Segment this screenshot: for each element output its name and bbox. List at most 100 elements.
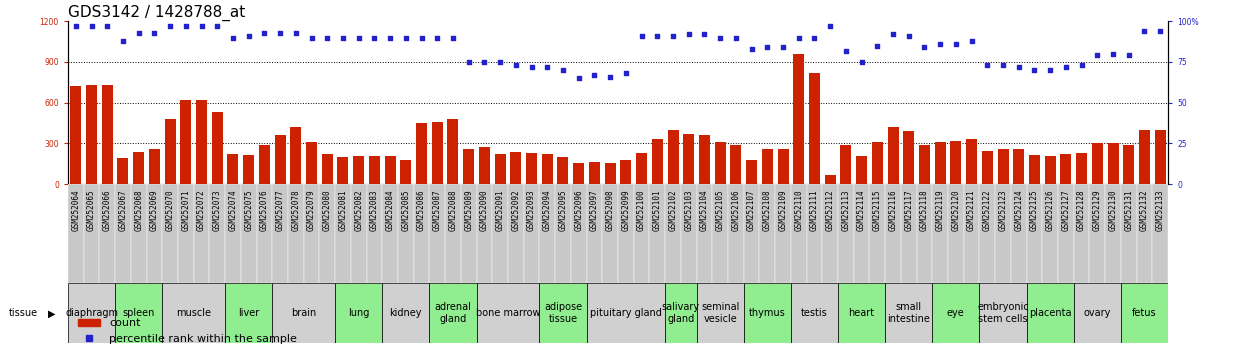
Text: GSM252127: GSM252127: [1062, 189, 1070, 231]
Bar: [620, 160, 632, 184]
Point: [1151, 28, 1170, 34]
Point: [82, 23, 101, 29]
Point: [1041, 67, 1060, 73]
Bar: [1121, 283, 1168, 343]
Point: [554, 67, 574, 73]
FancyBboxPatch shape: [602, 184, 618, 283]
FancyBboxPatch shape: [555, 184, 571, 283]
Point: [506, 62, 525, 68]
Text: GSM252119: GSM252119: [936, 189, 944, 231]
Bar: [70, 86, 82, 184]
Bar: [744, 283, 791, 343]
Bar: [934, 142, 946, 184]
Point: [66, 23, 85, 29]
Bar: [588, 162, 599, 184]
Text: GSM252073: GSM252073: [213, 189, 221, 231]
FancyBboxPatch shape: [225, 184, 241, 283]
FancyBboxPatch shape: [209, 184, 225, 283]
Point: [192, 23, 211, 29]
Bar: [227, 154, 239, 184]
Text: GSM252107: GSM252107: [747, 189, 756, 231]
FancyBboxPatch shape: [272, 184, 288, 283]
Text: GSM252117: GSM252117: [905, 189, 913, 231]
Point: [302, 35, 321, 40]
Point: [1119, 53, 1138, 58]
Text: GSM252081: GSM252081: [339, 189, 347, 231]
FancyBboxPatch shape: [1105, 184, 1121, 283]
Text: seminal
vesicle: seminal vesicle: [701, 302, 739, 324]
Point: [868, 43, 887, 48]
Bar: [950, 141, 962, 184]
Text: GSM252120: GSM252120: [952, 189, 960, 231]
Point: [742, 46, 761, 52]
Point: [475, 59, 494, 65]
Text: GSM252077: GSM252077: [276, 189, 284, 231]
FancyBboxPatch shape: [1121, 184, 1137, 283]
FancyBboxPatch shape: [492, 184, 508, 283]
Point: [412, 35, 431, 40]
Bar: [1107, 143, 1119, 184]
Bar: [429, 283, 477, 343]
Text: GSM252089: GSM252089: [465, 189, 473, 231]
Point: [962, 38, 981, 44]
FancyBboxPatch shape: [587, 184, 602, 283]
Bar: [133, 152, 145, 184]
Text: GSM252100: GSM252100: [637, 189, 646, 231]
Point: [662, 33, 682, 39]
Bar: [211, 112, 222, 184]
Point: [931, 41, 950, 47]
Point: [538, 64, 557, 70]
Text: brain: brain: [290, 308, 316, 318]
Text: GSM252071: GSM252071: [182, 189, 190, 231]
FancyBboxPatch shape: [524, 184, 539, 283]
Point: [695, 32, 714, 37]
Bar: [857, 156, 868, 184]
Text: GSM252075: GSM252075: [245, 189, 253, 231]
FancyBboxPatch shape: [99, 184, 115, 283]
FancyBboxPatch shape: [367, 184, 382, 283]
Text: GSM252118: GSM252118: [920, 189, 929, 231]
Text: salivary
gland: salivary gland: [661, 302, 700, 324]
Point: [318, 35, 337, 40]
Text: GSM252115: GSM252115: [873, 189, 881, 231]
Bar: [337, 157, 349, 184]
Bar: [979, 283, 1027, 343]
Bar: [967, 139, 978, 184]
FancyBboxPatch shape: [728, 184, 744, 283]
Point: [616, 70, 635, 76]
Text: GSM252109: GSM252109: [779, 189, 787, 231]
Text: GSM252078: GSM252078: [292, 189, 300, 231]
Text: GSM252082: GSM252082: [355, 189, 363, 231]
FancyBboxPatch shape: [571, 184, 587, 283]
Bar: [539, 283, 587, 343]
Text: GSM252087: GSM252087: [433, 189, 441, 231]
Bar: [838, 283, 885, 343]
Bar: [808, 73, 819, 184]
Bar: [747, 160, 758, 184]
Bar: [368, 156, 379, 184]
Point: [222, 35, 242, 40]
Bar: [604, 163, 616, 184]
Point: [176, 23, 195, 29]
FancyBboxPatch shape: [759, 184, 775, 283]
Point: [774, 45, 794, 50]
Point: [1072, 62, 1091, 68]
Bar: [258, 145, 269, 184]
Text: GSM252088: GSM252088: [449, 189, 457, 231]
Bar: [997, 149, 1009, 184]
Text: ▶: ▶: [48, 308, 56, 318]
FancyBboxPatch shape: [194, 184, 209, 283]
FancyBboxPatch shape: [414, 184, 429, 283]
Bar: [477, 283, 539, 343]
Bar: [335, 283, 382, 343]
Bar: [1154, 131, 1166, 184]
Bar: [162, 283, 225, 343]
Text: pituitary gland: pituitary gland: [590, 308, 661, 318]
Bar: [400, 160, 412, 184]
FancyBboxPatch shape: [885, 184, 901, 283]
FancyBboxPatch shape: [869, 184, 885, 283]
FancyBboxPatch shape: [1011, 184, 1027, 283]
Bar: [904, 131, 915, 184]
Text: GSM252091: GSM252091: [496, 189, 504, 231]
Text: GSM252072: GSM252072: [197, 189, 206, 231]
